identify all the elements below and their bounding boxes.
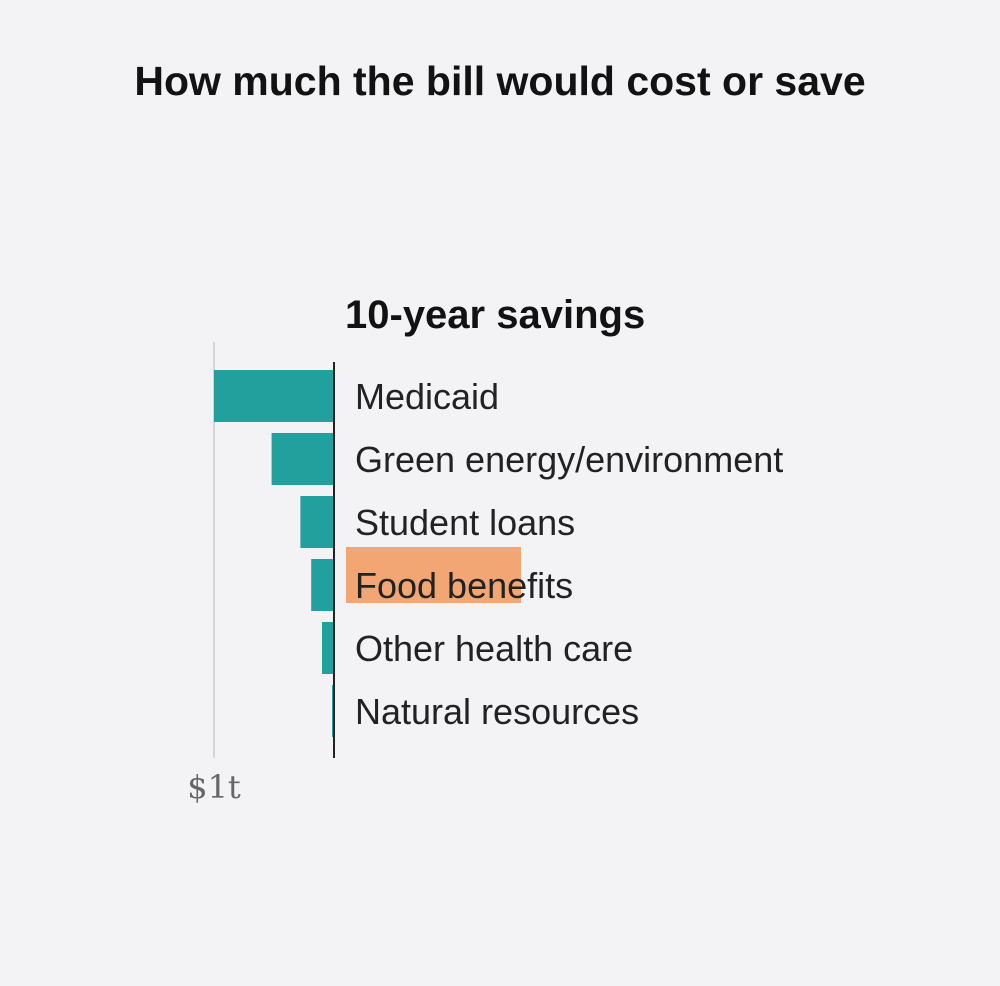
chart-subtitle: 10-year savings [345,293,645,337]
highlight-layer [346,547,521,603]
category-labels: Medicaid Green energy/environment Student … [355,376,783,732]
bar-medicaid [214,370,334,422]
category-label-other-health-care: Other health care [355,628,633,669]
category-label-student-loans: Student loans [355,502,575,543]
tick-label: $1t [187,768,241,806]
bar-other-health-care [322,622,334,674]
highlight-food-benefits [346,547,521,603]
bar-student-loans [300,496,334,548]
bar-layer [214,370,334,737]
bar-food-benefits [311,559,334,611]
category-label-food-benefits: Food benefits [355,565,573,606]
category-label-medicaid: Medicaid [355,376,499,417]
category-label-green-energy-environment: Green energy/environment [355,439,783,480]
tick-labels: $1t [187,768,241,806]
chart-title: How much the bill would cost or save [134,58,866,104]
bar-green-energy-environment [271,433,334,485]
category-label-natural-resources: Natural resources [355,691,639,732]
